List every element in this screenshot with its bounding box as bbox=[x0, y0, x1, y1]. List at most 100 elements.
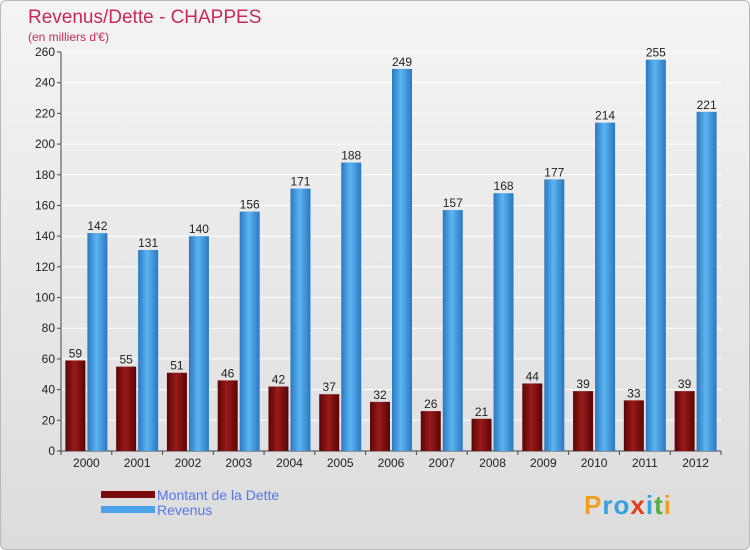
x-tick-label: 2010 bbox=[581, 456, 608, 470]
bar-dette bbox=[116, 366, 137, 451]
logo-letter: i bbox=[663, 490, 672, 520]
y-tick-label: 80 bbox=[42, 321, 56, 335]
value-label-revenus: 157 bbox=[443, 196, 463, 210]
value-label-dette: 46 bbox=[221, 366, 235, 380]
value-label-revenus: 188 bbox=[341, 148, 361, 162]
y-tick-label: 140 bbox=[35, 229, 55, 243]
x-tick-label: 2005 bbox=[327, 456, 354, 470]
y-tick-label: 120 bbox=[35, 260, 55, 274]
value-label-revenus: 131 bbox=[138, 236, 158, 250]
bar-revenus bbox=[544, 179, 565, 451]
legend-item-dette: Montant de la Dette bbox=[101, 486, 280, 503]
bar-dette bbox=[623, 400, 644, 451]
x-tick-label: 2006 bbox=[378, 456, 405, 470]
bar-dette bbox=[370, 401, 390, 451]
value-label-dette: 39 bbox=[576, 377, 590, 391]
bar-dette bbox=[674, 391, 695, 451]
x-tick-label: 2003 bbox=[225, 456, 252, 470]
bar-revenus bbox=[392, 68, 412, 451]
value-label-revenus: 140 bbox=[189, 222, 209, 236]
logo-letter: i bbox=[645, 490, 655, 520]
x-tick-label: 2001 bbox=[124, 456, 151, 470]
y-tick-label: 20 bbox=[42, 413, 56, 427]
x-tick-label: 2012 bbox=[682, 456, 709, 470]
bar-revenus bbox=[290, 188, 311, 452]
bar-revenus bbox=[138, 249, 159, 451]
bar-revenus bbox=[239, 211, 260, 451]
value-label-dette: 44 bbox=[526, 369, 540, 383]
y-tick-label: 40 bbox=[42, 383, 56, 397]
x-tick-label: 2000 bbox=[73, 456, 100, 470]
x-tick-label: 2009 bbox=[530, 456, 557, 470]
logo-letter: t bbox=[654, 490, 664, 520]
bar-dette bbox=[420, 411, 441, 451]
value-label-dette: 51 bbox=[170, 359, 184, 373]
bar-dette bbox=[319, 394, 340, 451]
value-label-revenus: 214 bbox=[595, 109, 615, 123]
y-tick-label: 60 bbox=[42, 352, 56, 366]
value-label-dette: 26 bbox=[424, 397, 438, 411]
bar-revenus bbox=[696, 111, 717, 451]
value-label-revenus: 249 bbox=[392, 55, 412, 69]
y-tick-label: 180 bbox=[35, 168, 55, 182]
y-tick-label: 260 bbox=[35, 45, 55, 59]
logo-letter: P bbox=[584, 490, 603, 520]
x-tick-label: 2004 bbox=[276, 456, 303, 470]
logo-letter: o bbox=[613, 490, 631, 520]
x-tick-label: 2007 bbox=[428, 456, 455, 470]
x-tick-label: 2008 bbox=[479, 456, 506, 470]
value-label-dette: 21 bbox=[475, 405, 489, 419]
x-tick-label: 2002 bbox=[175, 456, 202, 470]
bar-revenus bbox=[595, 122, 616, 451]
axes: 0 20 40 60 80 100 120 140 160 180 200 220 240 260 2000… bbox=[35, 45, 722, 470]
y-tick-label: 0 bbox=[48, 444, 55, 458]
y-tick-label: 240 bbox=[35, 76, 55, 90]
value-label-dette: 55 bbox=[119, 353, 133, 367]
value-label-revenus: 142 bbox=[87, 219, 107, 233]
bar-revenus bbox=[645, 59, 666, 452]
bar-dette bbox=[217, 380, 238, 451]
chart-subtitle: (en milliers d'€) bbox=[28, 30, 109, 44]
chart-title: Revenus/Dette - CHAPPES bbox=[28, 7, 262, 28]
value-label-revenus: 168 bbox=[494, 179, 514, 193]
x-tick-label: 2011 bbox=[632, 456, 658, 470]
logo-letter: x bbox=[630, 490, 646, 520]
value-label-dette: 39 bbox=[678, 377, 692, 391]
value-label-revenus: 255 bbox=[646, 46, 666, 60]
legend-item-revenus: Revenus bbox=[101, 501, 279, 518]
value-label-revenus: 177 bbox=[544, 165, 564, 179]
bar-revenus bbox=[341, 162, 362, 451]
bar-revenus bbox=[188, 236, 209, 451]
legend-label-revenus: Revenus bbox=[157, 501, 213, 518]
grid-lines bbox=[61, 51, 721, 452]
legend-label-dette: Montant de la Dette bbox=[157, 486, 280, 503]
y-tick-label: 220 bbox=[35, 106, 55, 120]
bars bbox=[65, 59, 717, 452]
legend: Montant de la Dette Revenus bbox=[101, 486, 280, 518]
value-label-dette: 37 bbox=[323, 380, 337, 394]
legend-swatch-dette bbox=[101, 491, 155, 498]
bar-revenus bbox=[87, 233, 108, 451]
bar-revenus bbox=[442, 210, 463, 451]
logo-letter: r bbox=[602, 490, 614, 520]
value-labels: 59 142 55 131 51 140 46 156 42 171 37 188 32 249 26 157… bbox=[69, 46, 717, 419]
value-label-dette: 33 bbox=[627, 386, 641, 400]
bar-dette bbox=[166, 372, 187, 451]
bar-revenus bbox=[493, 193, 514, 451]
value-label-revenus: 156 bbox=[240, 198, 260, 212]
value-label-revenus: 221 bbox=[697, 98, 717, 112]
bar-dette bbox=[65, 360, 86, 451]
y-tick-label: 160 bbox=[35, 198, 55, 212]
value-label-dette: 32 bbox=[373, 388, 387, 402]
bar-dette bbox=[522, 383, 543, 451]
legend-swatch-revenus bbox=[101, 506, 155, 513]
bar-dette bbox=[471, 418, 492, 451]
value-label-revenus: 171 bbox=[290, 175, 310, 189]
y-tick-label: 200 bbox=[35, 137, 55, 151]
proxiti-logo: Proxiti bbox=[584, 490, 672, 521]
value-label-dette: 59 bbox=[69, 346, 83, 360]
value-label-dette: 42 bbox=[272, 373, 286, 387]
bar-dette bbox=[573, 391, 594, 451]
